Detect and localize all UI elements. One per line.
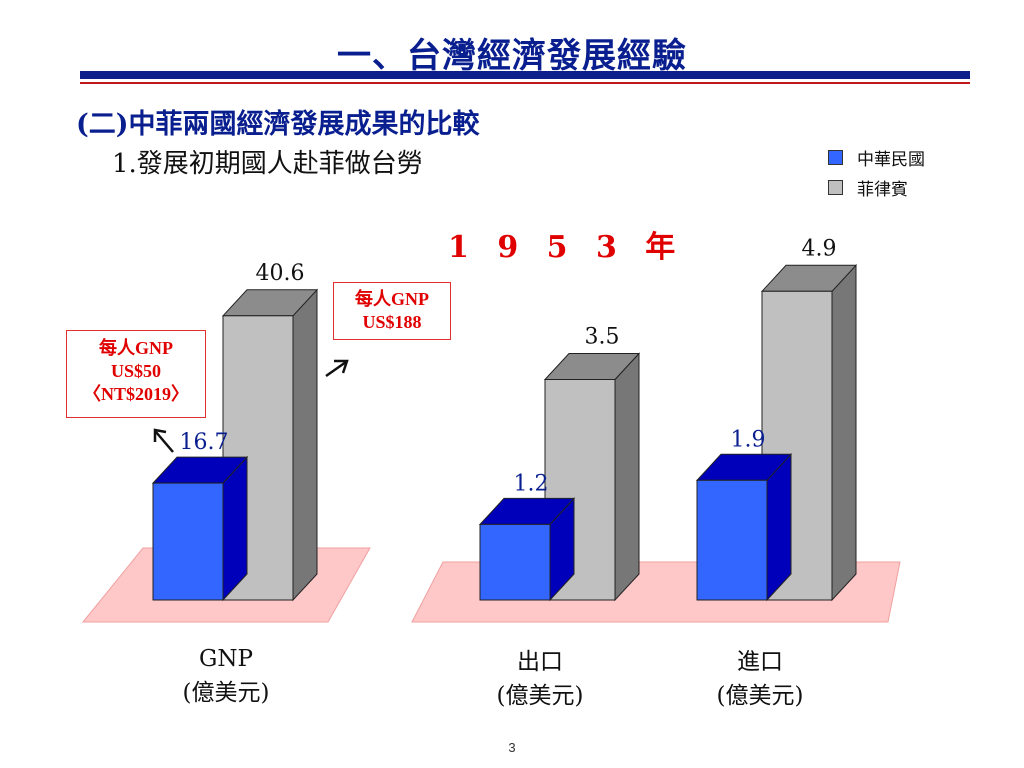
legend-label-roc: 中華民國 — [857, 149, 925, 170]
bar-phil-exports-side — [614, 352, 640, 602]
callout-left-line-2: US$50 — [110, 361, 161, 381]
callout-right-line-1: 每人GNP — [355, 289, 429, 309]
callout-right-line-2: US$188 — [362, 312, 422, 332]
category-gnp-unit: (億美元) — [182, 680, 270, 706]
data-label-roc-exports: 1.2 — [514, 471, 549, 496]
data-label-phil-imports: 4.9 — [802, 236, 837, 261]
title-rule-red — [80, 82, 970, 84]
callout-left-line-3: 〈NT$2019〉 — [82, 384, 189, 404]
category-gnp-name: GNP — [199, 646, 253, 672]
category-imports-unit: (億美元) — [716, 683, 804, 709]
bar-phil-imports-side — [831, 264, 857, 602]
category-imports-name: 進口 — [737, 649, 783, 675]
callout-left-arrow — [155, 431, 174, 453]
chart-legend: 中華民國 菲律賓 — [828, 142, 925, 202]
section-subtitle-detail: 1.發展初期國人赴菲做台勞 — [112, 149, 423, 179]
legend-item-roc: 中華民國 — [828, 142, 925, 172]
page-title: 一、台灣經濟發展經驗 — [337, 36, 687, 76]
legend-item-phil: 菲律賓 — [828, 172, 925, 202]
callout-left-line-1: 每人GNP — [99, 338, 173, 358]
year-annotation: 1 9 5 3 年 — [448, 230, 685, 265]
legend-swatch-phil — [828, 179, 843, 195]
data-label-roc-imports: 1.9 — [731, 427, 766, 452]
category-label-gnp: GNP (億美元) — [146, 642, 306, 710]
data-label-roc-gnp: 16.7 — [180, 430, 229, 455]
title-rule-blue — [80, 71, 970, 79]
bar-roc-imports — [696, 479, 768, 601]
callout-right-arrow-head — [334, 359, 349, 374]
page-number: 3 — [508, 740, 516, 755]
callout-roc-gnp-per-capita: 每人GNP US$50 〈NT$2019〉 — [66, 330, 206, 418]
bar-phil-gnp-side — [292, 288, 318, 602]
callout-right-arrow — [325, 360, 347, 378]
category-label-imports: 進口 (億美元) — [680, 645, 840, 713]
callout-left-arrow-head — [153, 428, 167, 442]
data-label-phil-gnp: 40.6 — [256, 261, 305, 286]
legend-label-phil: 菲律賓 — [857, 179, 908, 200]
category-label-exports: 出口 (億美元) — [460, 645, 620, 713]
callout-phil-gnp-per-capita: 每人GNP US$188 — [333, 282, 451, 340]
bar-roc-exports — [479, 523, 551, 601]
category-exports-name: 出口 — [517, 649, 563, 675]
section-subtitle: (二)中菲兩國經濟發展成果的比較 — [76, 109, 480, 140]
legend-swatch-roc — [828, 149, 843, 165]
data-label-phil-exports: 3.5 — [585, 325, 620, 350]
bar-roc-gnp — [152, 482, 224, 601]
category-exports-unit: (億美元) — [496, 683, 584, 709]
